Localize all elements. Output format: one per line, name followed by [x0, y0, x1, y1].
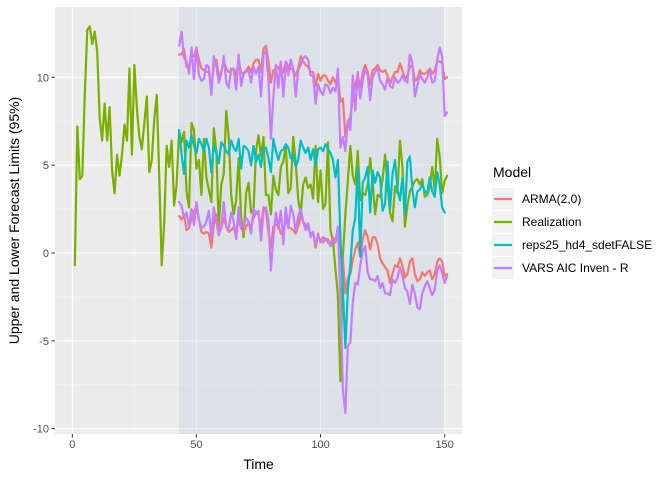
legend-item: reps25_hd4_sdetFALSE	[492, 234, 652, 256]
y-tick-label: 0	[43, 248, 49, 260]
legend-entries: ARMA(2,0) Realization reps25_hd4_sdetFALSE…	[492, 188, 652, 279]
legend-item: VARS AIC Inven - R	[492, 257, 629, 279]
y-tick-label: -10	[33, 424, 49, 436]
legend: Model ARMA(2,0) Realization reps25_hd4_sde…	[492, 164, 652, 279]
legend-item: Realization	[492, 211, 581, 233]
y-axis-title: Upper and Lower Forecast Limits (95%)	[6, 97, 22, 344]
x-tick-label: 0	[69, 439, 75, 451]
legend-label: Realization	[522, 215, 581, 229]
x-axis-title: Time	[243, 456, 274, 472]
x-tick-label: 100	[311, 439, 329, 451]
x-tick-labels: 0 50 100 150	[69, 439, 453, 451]
series-layer	[73, 25, 449, 415]
series-vars-aic-inven-r-lower-line	[177, 200, 449, 415]
y-tick-label: 10	[37, 72, 49, 84]
legend-label: reps25_hd4_sdetFALSE	[522, 238, 652, 252]
legend-label: ARMA(2,0)	[522, 192, 581, 206]
y-tick-labels: -10 -5 0 5 10	[33, 72, 49, 435]
y-tick-label: -5	[39, 336, 49, 348]
y-tick-label: 5	[43, 160, 49, 172]
legend-item: ARMA(2,0)	[492, 188, 581, 210]
x-tick-label: 150	[435, 439, 453, 451]
axis-ticks	[51, 76, 446, 438]
legend-title: Model	[493, 164, 531, 180]
x-tick-label: 50	[190, 439, 202, 451]
major-gridlines	[55, 7, 462, 434]
series-vars-aic-inven-r-upper-line	[177, 30, 449, 153]
series-reps25-hd4-sdetfalse-line	[177, 128, 446, 349]
series-realization-line	[73, 25, 449, 383]
legend-label: VARS AIC Inven - R	[522, 261, 629, 275]
